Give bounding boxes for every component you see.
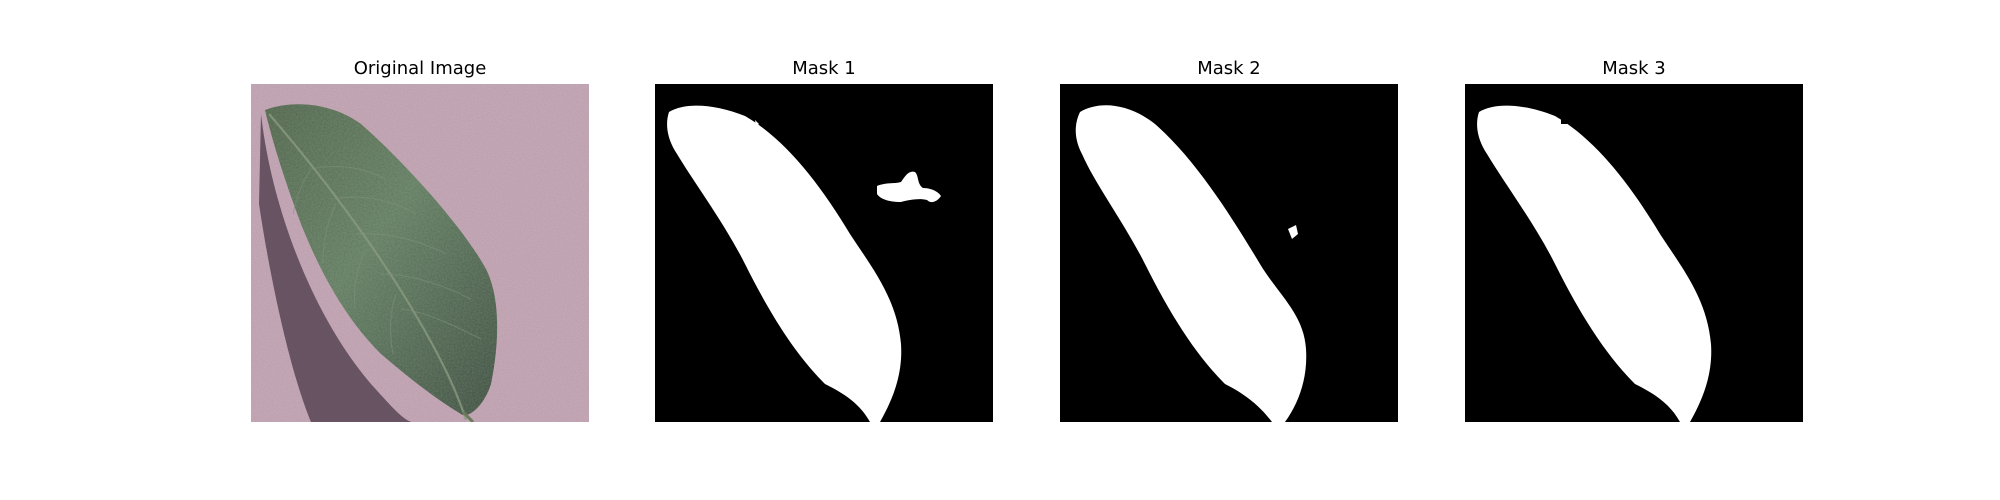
panel-mask-2: Mask 2 — [1060, 0, 1398, 500]
panel-title: Mask 1 — [792, 58, 856, 79]
panel-title: Mask 2 — [1197, 58, 1261, 79]
panel-mask-1: Mask 1 — [655, 0, 993, 500]
mask-image — [655, 84, 993, 422]
mask-image — [1465, 84, 1803, 422]
panel-original-image: Original Image — [251, 0, 589, 500]
leaf-photo — [251, 84, 589, 422]
panel-title: Mask 3 — [1602, 58, 1666, 79]
mask-image — [1060, 84, 1398, 422]
panel-title: Original Image — [353, 58, 487, 79]
panel-mask-3: Mask 3 — [1465, 0, 1803, 500]
